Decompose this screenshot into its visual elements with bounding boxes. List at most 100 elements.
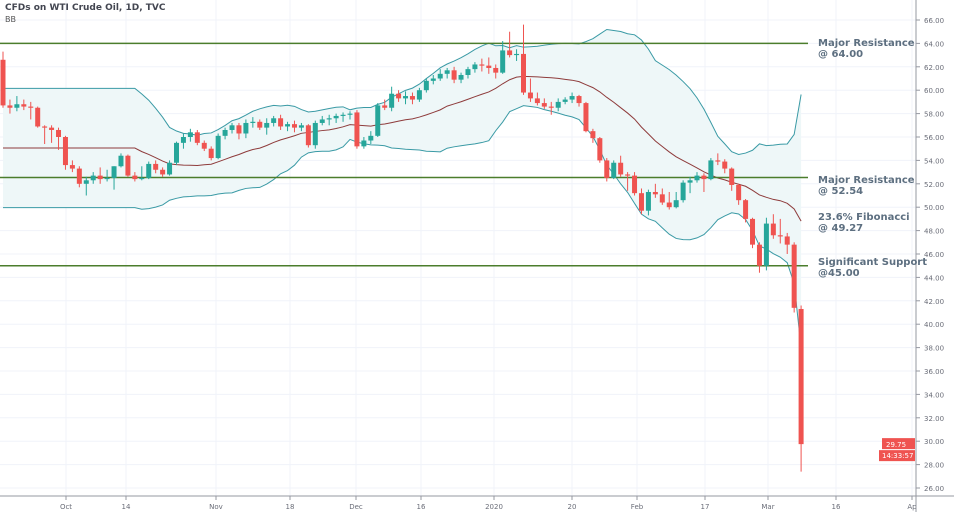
candle-body (361, 140, 367, 147)
y-tick-label: 38.00 (924, 345, 944, 353)
candle (541, 98, 547, 109)
candle-body (632, 175, 638, 194)
candle-body (403, 96, 409, 99)
x-tick-label: 17 (701, 503, 710, 511)
candle (76, 166, 82, 188)
candle-body (243, 122, 249, 134)
candle-body (493, 67, 499, 73)
y-tick-label: 54.00 (924, 157, 944, 165)
x-tick-label: 16 (417, 503, 426, 511)
candle-body (104, 177, 110, 180)
candle (777, 218, 783, 244)
candle-body (521, 53, 526, 93)
candle (167, 160, 173, 176)
candle (736, 183, 742, 205)
candle-body (701, 175, 707, 180)
candle-body (312, 122, 318, 146)
indicator-label[interactable]: BB (5, 15, 16, 24)
candle-body (222, 129, 228, 136)
candle-body (236, 125, 242, 134)
annotation-line2: @ 64.00 (818, 49, 864, 60)
annotation-resistance-64: Major Resistance @ 64.00 (818, 38, 915, 60)
candle-body (763, 223, 769, 266)
candle-body (118, 155, 124, 167)
candle-body (465, 69, 471, 75)
candle-body (271, 118, 277, 123)
candle (69, 160, 75, 173)
candle (500, 41, 506, 74)
candle-body (784, 236, 790, 245)
candle-body (146, 163, 152, 178)
candle-body (715, 160, 721, 162)
candle (298, 122, 304, 132)
candle (62, 135, 68, 170)
price-tag (882, 438, 915, 450)
candle (507, 31, 513, 58)
candle-body (97, 175, 103, 180)
candle-body (743, 200, 749, 219)
candle (618, 155, 624, 177)
y-tick-label: 30.00 (924, 438, 944, 446)
candle-body (291, 124, 297, 128)
candle-body (215, 135, 221, 159)
candle-body (139, 177, 145, 180)
candle (215, 133, 221, 160)
candle-body (0, 59, 6, 106)
x-tick-label: Dec (349, 503, 363, 511)
x-tick-label: Mar (761, 503, 774, 511)
candle (770, 214, 776, 239)
chart-title: CFDs on WTI Crude Oil, 1D, TVC (5, 3, 166, 13)
candle-body (28, 106, 34, 108)
candle-body (69, 165, 75, 169)
candle (416, 87, 422, 102)
y-tick-label: 60.00 (924, 87, 944, 95)
candle-body (347, 113, 353, 115)
candle-body (625, 174, 631, 176)
candle (403, 91, 409, 105)
candle-body (35, 107, 41, 127)
y-tick-label: 32.00 (924, 415, 944, 423)
candle-body (62, 137, 68, 166)
candle (319, 115, 325, 126)
candle-body (382, 105, 388, 108)
candle (652, 183, 658, 198)
candle (638, 188, 644, 215)
candle-body (708, 160, 714, 180)
candle (208, 146, 214, 161)
candle-body (340, 114, 346, 116)
candle (659, 188, 665, 205)
candle (534, 92, 540, 106)
x-tick-label: 14 (122, 503, 131, 511)
candle (715, 153, 721, 166)
candle (791, 242, 797, 313)
candles (0, 24, 804, 472)
candle (153, 160, 159, 174)
candle-body (111, 166, 117, 178)
candle (590, 128, 596, 143)
candle (673, 191, 679, 209)
candle (56, 127, 62, 150)
candle-body (423, 80, 429, 91)
candle-body (7, 105, 13, 108)
candle-body (750, 218, 756, 245)
candle (562, 97, 568, 105)
candle-body (208, 148, 214, 159)
candle (583, 101, 589, 133)
candle-body (160, 169, 166, 175)
candle (236, 122, 242, 140)
candle-body (396, 93, 402, 99)
candle-body (333, 115, 339, 119)
candle (611, 160, 617, 180)
candle (444, 67, 450, 79)
candle-body (736, 184, 742, 201)
candle (174, 141, 179, 166)
lower-band (3, 105, 802, 348)
candle-body (278, 118, 284, 127)
candle-body (14, 104, 20, 108)
candle-body (298, 125, 304, 128)
candle (701, 173, 707, 192)
candle (194, 129, 200, 146)
candle-body (125, 155, 131, 176)
